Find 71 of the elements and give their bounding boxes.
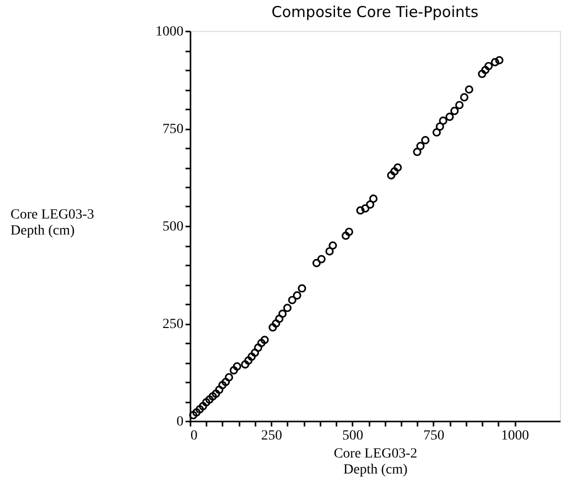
point [356,206,365,215]
point [325,247,334,256]
y-tick-label: 750 [162,122,184,137]
point [413,148,422,156]
point [344,228,354,236]
point [361,204,370,213]
chart-title: Composite Core Tie-Ppoints [272,3,479,21]
point [272,319,280,328]
x-tick-label: 250 [261,428,282,444]
point [250,348,260,357]
point [260,336,269,344]
point [288,296,296,304]
point [421,136,430,144]
point [275,314,284,323]
point [366,200,374,209]
x-tick-label: 1000 [501,428,530,444]
point [189,411,198,420]
point [202,398,210,406]
point [268,323,277,332]
point [192,408,201,417]
point [481,66,490,74]
point [495,56,504,64]
point [292,291,302,300]
point [432,128,441,137]
point [317,255,326,264]
point [212,390,220,398]
point [198,402,208,410]
x-tick-label: 500 [342,428,364,444]
point [445,112,454,121]
point [416,142,425,150]
point [278,310,287,318]
y-tick-label: 250 [162,317,184,332]
y-tick-label: 0 [176,414,184,430]
point [257,338,266,348]
y-axis-title: Core LEG03-3 Depth (cm) [10,208,94,238]
point [450,106,459,116]
x-axis-title: Core LEG03-2 Depth (cm) [334,446,418,478]
point [218,380,227,390]
point [248,352,256,361]
point [455,100,464,110]
point [394,163,402,172]
x-tick-label: 0 [190,428,198,444]
point [484,62,493,70]
point [232,362,242,371]
point [254,344,262,352]
point [369,194,378,203]
point [196,405,204,414]
y-tick-label: 1000 [156,24,184,40]
point [342,232,350,240]
point [241,360,250,369]
point [230,366,238,374]
point [244,356,253,365]
point [436,122,444,131]
point [205,395,214,404]
point [208,392,217,401]
point [464,85,474,94]
point [460,93,468,102]
point [283,304,292,312]
point [224,373,234,382]
x-tick-label: 750 [423,428,444,444]
point [328,241,337,250]
point [298,284,306,293]
point [490,58,500,66]
point [387,171,396,180]
y-tick-label: 500 [162,220,184,234]
point [390,167,399,176]
point [478,70,486,78]
point [215,386,224,394]
point [222,378,230,386]
point [312,258,321,268]
point [439,116,448,125]
